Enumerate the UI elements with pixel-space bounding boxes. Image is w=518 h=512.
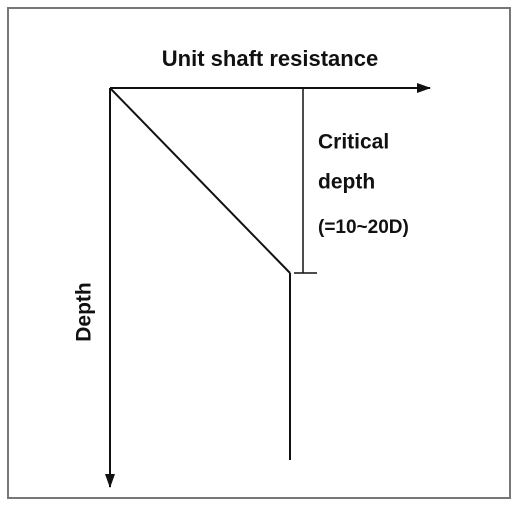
y-axis-label: Depth bbox=[73, 282, 96, 342]
resistance-increase-line bbox=[109, 87, 291, 274]
critical-depth-label: depth bbox=[318, 171, 375, 194]
critical-depth-range: (=10~20D) bbox=[318, 217, 409, 238]
critical-depth-label: Critical bbox=[318, 131, 389, 154]
frame bbox=[7, 7, 511, 499]
x-axis-label: Unit shaft resistance bbox=[162, 46, 378, 71]
